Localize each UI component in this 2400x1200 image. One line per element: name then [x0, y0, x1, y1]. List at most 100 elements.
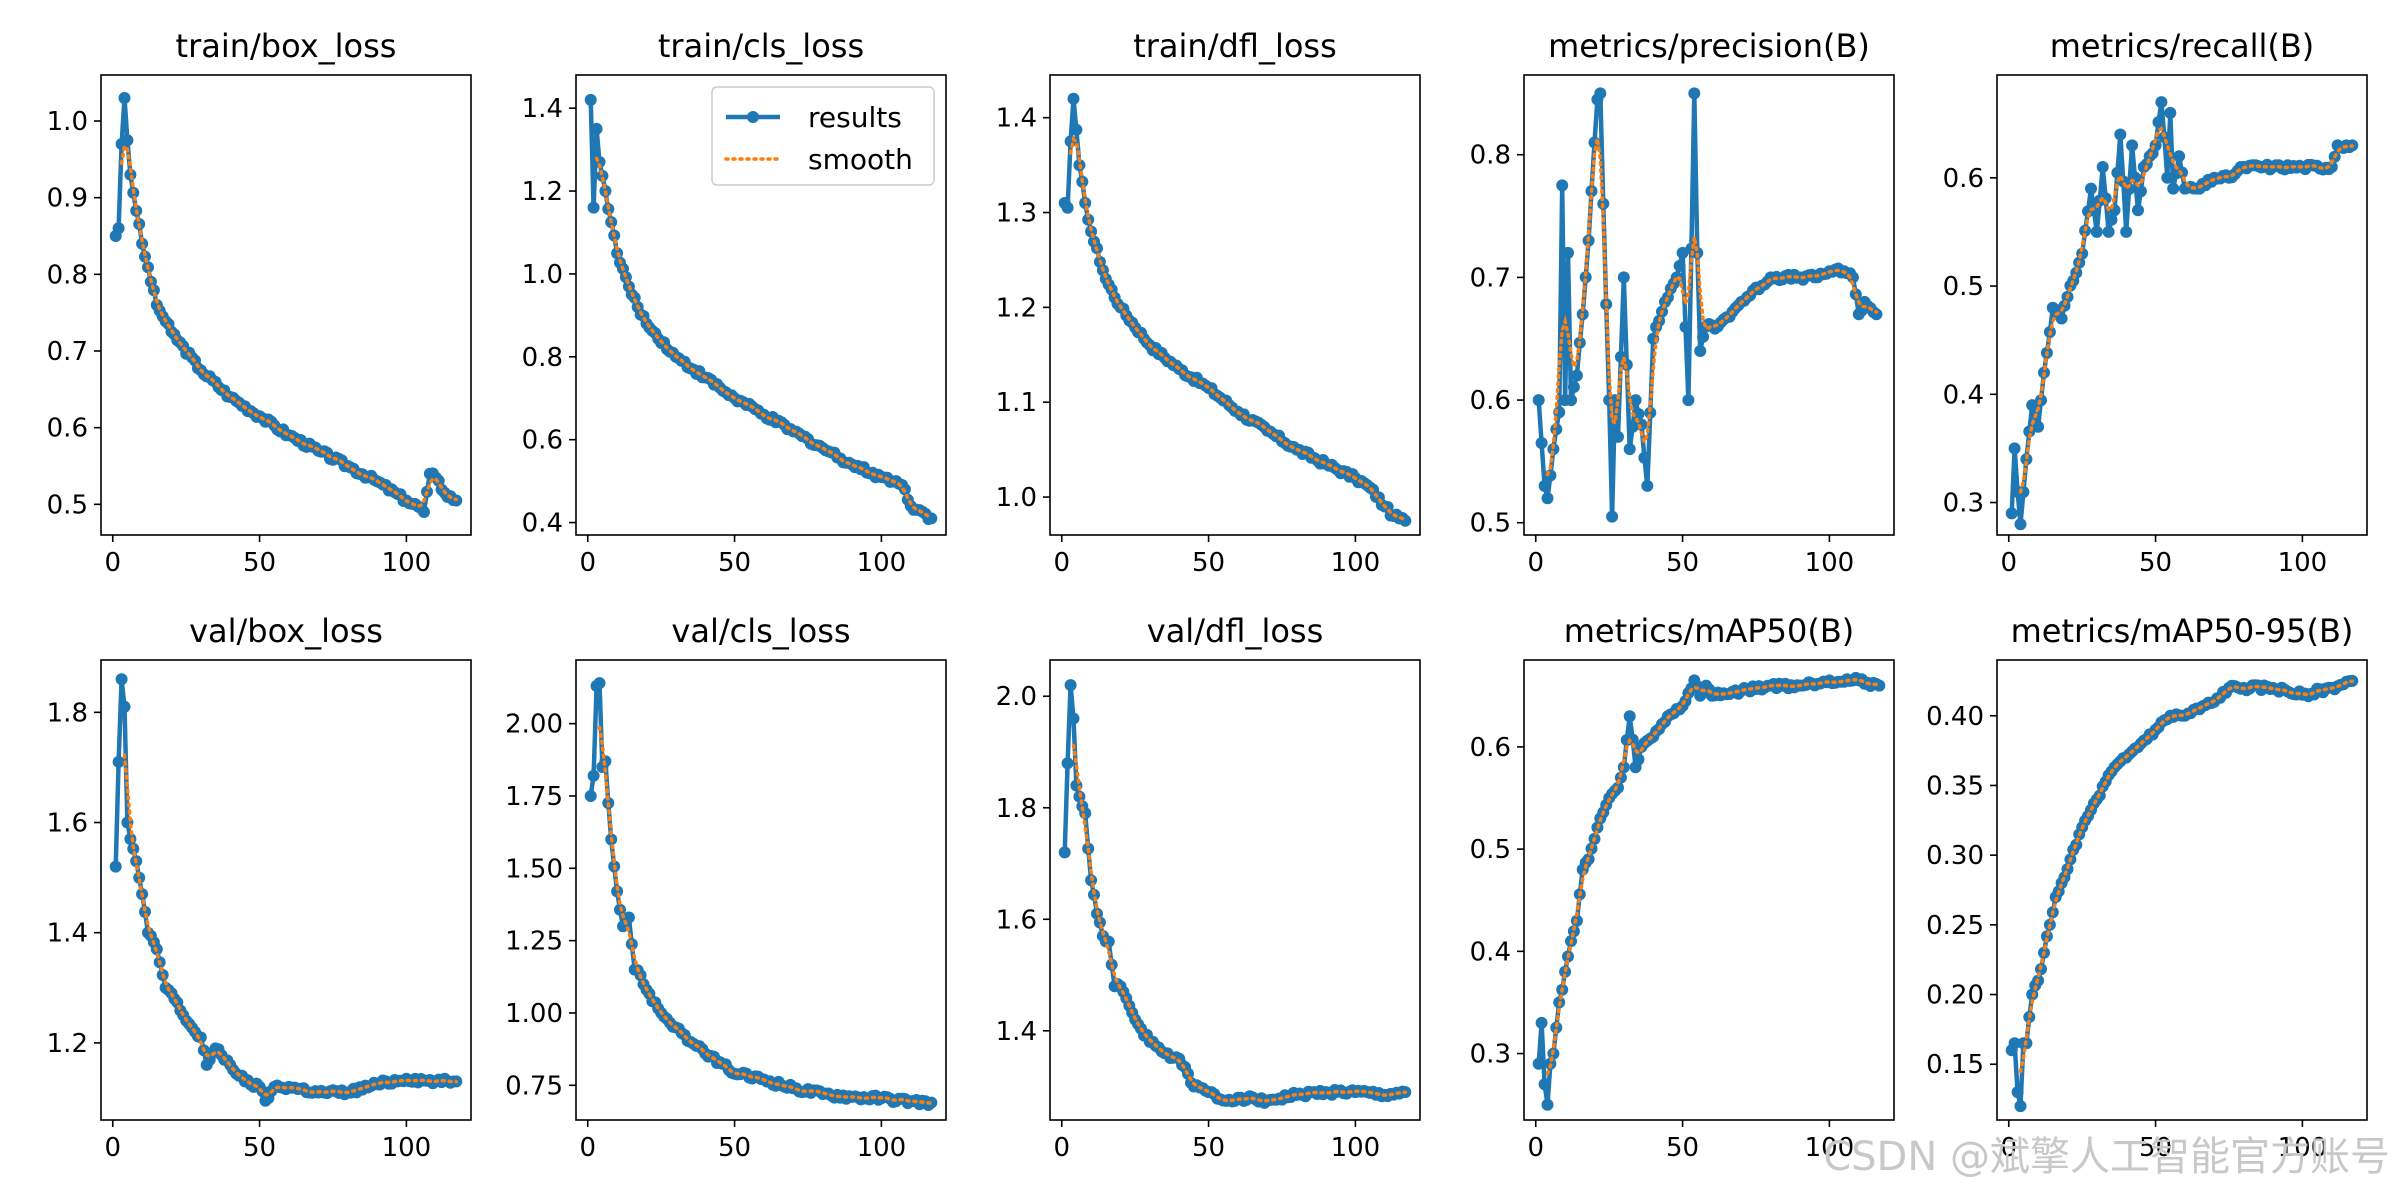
results-point [2008, 1037, 2021, 1050]
x-tick-label: 50 [243, 548, 276, 578]
results-point [2105, 213, 2118, 226]
results-point [1606, 510, 1619, 523]
results-point [2108, 204, 2121, 217]
y-tick-label: 0.15 [1926, 1050, 1984, 1080]
results-point [590, 122, 603, 135]
subplot-9: metrics/mAP50(B) 0 50 100 0.3 0.4 0.5 0.6 [1470, 612, 1895, 1163]
smooth-line [119, 142, 459, 508]
y-tick-label: 1.1 [996, 388, 1037, 418]
results-point [115, 673, 128, 686]
results-point [1567, 381, 1580, 393]
results-point [1535, 437, 1548, 449]
smooth-line [1071, 743, 1408, 1103]
results-point [1594, 87, 1607, 100]
y-tick-label: 1.25 [505, 927, 563, 957]
results-point [118, 92, 131, 104]
y-tick-label: 0.20 [1926, 981, 1984, 1011]
results-point [1612, 781, 1624, 794]
subplot-title: train/box_loss [176, 27, 397, 65]
results-point [587, 201, 600, 214]
results-point [1070, 123, 1083, 136]
smooth-line [597, 725, 934, 1105]
x-tick-label: 50 [718, 1133, 751, 1163]
x-tick-label: 100 [1331, 1133, 1381, 1163]
subplot-title: metrics/precision(B) [1548, 27, 1870, 65]
axes-frame [1523, 659, 1895, 1121]
x-tick-label: 0 [1053, 1133, 1070, 1163]
smooth-line [594, 156, 934, 520]
x-tick-label: 100 [1805, 1133, 1855, 1163]
x-tick-label: 100 [382, 548, 432, 578]
axes-frame [1996, 74, 2368, 536]
results-point [1541, 1098, 1554, 1111]
results-point [2014, 518, 2027, 531]
results-point [2126, 139, 2139, 152]
results-point [596, 169, 609, 182]
results-point [109, 860, 122, 873]
results-point [147, 284, 160, 297]
results-point [1532, 1057, 1545, 1070]
y-tick-label: 1.4 [996, 1017, 1037, 1047]
results-point [1623, 443, 1636, 456]
results-point [2008, 442, 2021, 455]
results-point [2026, 399, 2039, 412]
legend-smooth-label: smooth [808, 143, 913, 176]
x-tick-label: 0 [2000, 548, 2017, 578]
y-tick-label: 1.6 [47, 809, 88, 839]
axes-frame [100, 74, 472, 536]
subplot-10: metrics/mAP50-95(B) 0 50 100 0.15 0.20 0.25 0.3… [1926, 612, 2368, 1163]
results-point [1547, 443, 1560, 456]
results-point [1638, 451, 1651, 464]
y-tick-label: 0.75 [505, 1071, 563, 1101]
results-point [1550, 1021, 1563, 1034]
subplot-4: metrics/precision(B) 0 50 100 0.5 0.6 0.7 0.8 [1470, 27, 1895, 578]
results-point [2055, 312, 2068, 325]
results-point [593, 677, 606, 690]
results-point [1565, 394, 1577, 407]
y-tick-label: 1.00 [505, 999, 563, 1029]
results-point [1570, 369, 1583, 382]
subplot-3: train/dfl_loss 0 50 100 1.0 1.1 1.2 1.3 1.4 [996, 27, 1421, 578]
results-point [2152, 116, 2165, 129]
x-tick-label: 100 [857, 548, 907, 578]
y-tick-label: 1.4 [522, 94, 563, 124]
results-point [1067, 92, 1080, 105]
x-tick-label: 50 [2139, 1133, 2172, 1163]
results-point [2155, 96, 2168, 109]
x-tick-label: 50 [1666, 548, 1699, 578]
y-tick-label: 0.5 [1470, 835, 1511, 865]
results-point [2134, 185, 2147, 198]
results-point [1673, 259, 1686, 272]
results-point [1538, 479, 1551, 492]
results-point [136, 237, 149, 250]
results-point [1846, 271, 1859, 284]
results-point [1567, 925, 1580, 938]
results-point [1623, 710, 1636, 723]
y-tick-label: 0.7 [1470, 263, 1511, 293]
axes-frame [100, 659, 472, 1121]
results-point [2173, 150, 2186, 163]
results-point [1067, 712, 1080, 725]
y-tick-label: 2.00 [505, 710, 563, 740]
subplot-2: train/cls_loss 0 50 100 0.4 0.6 0.8 1.0 1.2 1.4 re… [522, 27, 947, 578]
x-tick-label: 0 [104, 1133, 121, 1163]
results-point [1532, 394, 1545, 407]
results-point [2014, 1100, 2027, 1113]
results-point [1694, 345, 1707, 357]
y-tick-label: 0.9 [47, 184, 88, 214]
watermark-text: CSDN @斌擎人工智能官方账号 [1823, 1134, 2390, 1180]
y-tick-label: 0.25 [1926, 911, 1984, 941]
x-tick-label: 0 [1527, 548, 1544, 578]
y-tick-label: 0.40 [1926, 702, 1984, 732]
results-point [587, 769, 600, 782]
results-point [1612, 430, 1624, 443]
results-point [118, 700, 131, 713]
y-tick-label: 0.4 [1470, 937, 1511, 967]
results-point [1058, 846, 1071, 859]
axes-frame [575, 659, 947, 1121]
results-point [1093, 916, 1106, 929]
y-tick-label: 0.5 [1470, 509, 1511, 539]
results-point [1064, 679, 1077, 692]
legend-results-label: results [808, 101, 902, 134]
